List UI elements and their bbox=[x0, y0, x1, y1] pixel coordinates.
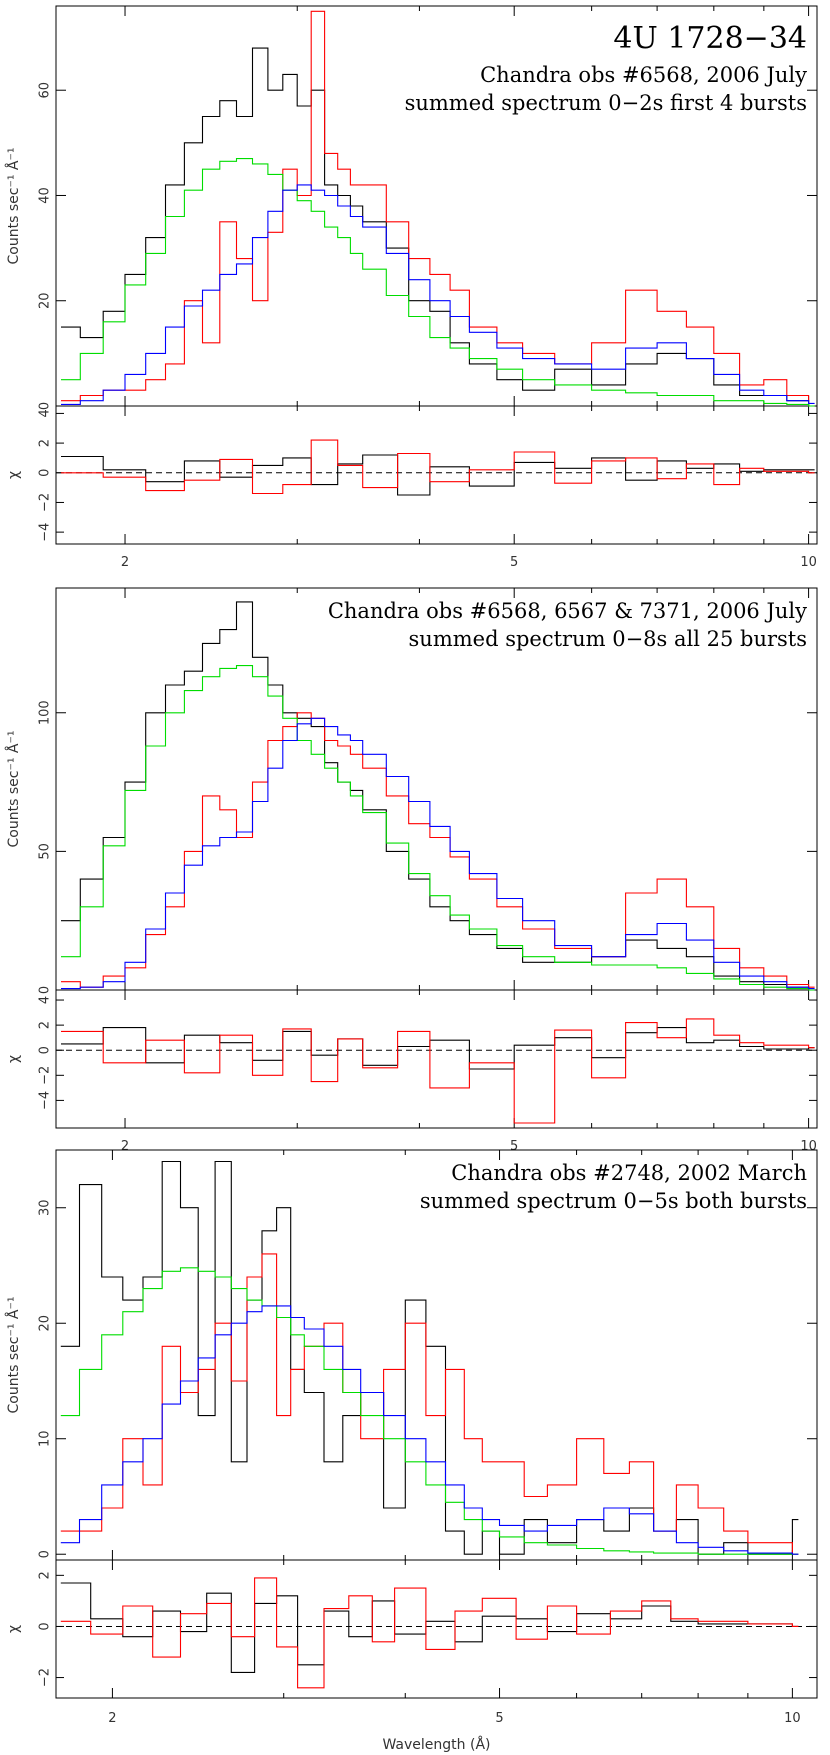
y-tick-label: 0 bbox=[38, 402, 53, 410]
y-tick-label: 0 bbox=[38, 1550, 53, 1558]
residual-plot-frame bbox=[55, 405, 818, 545]
residual-y-axis-label: χ bbox=[6, 1625, 22, 1633]
x-tick-label: 5 bbox=[510, 555, 518, 570]
y-tick-label: 20 bbox=[38, 1315, 53, 1332]
residual-y-tick-label: −4 bbox=[38, 1091, 53, 1110]
chart-subtitle-line: summed spectrum 0−2s first 4 bursts bbox=[405, 91, 807, 115]
series-line-1 bbox=[60, 1160, 799, 1555]
residual-line-2 bbox=[61, 1018, 815, 1124]
x-tick-label: 5 bbox=[495, 1711, 503, 1726]
residual-y-tick-label: 4 bbox=[38, 409, 53, 417]
chart-panel-3: 2 5 10 0 10 20 30 −2 0 2 Counts sec⁻¹ Å⁻¹ χ Chandra … bbox=[5, 1149, 818, 1726]
series-line-3 bbox=[61, 665, 815, 991]
series-line-1 bbox=[61, 47, 815, 407]
chart-subtitle-line: Chandra obs #6568, 2006 July bbox=[480, 63, 807, 87]
residual-line-2 bbox=[61, 439, 815, 495]
x-tick-label: 2 bbox=[121, 555, 129, 570]
y-tick-label: 60 bbox=[38, 82, 53, 99]
y-tick-label: 40 bbox=[38, 187, 53, 204]
residual-y-tick-label: 4 bbox=[38, 996, 53, 1004]
series-line-2 bbox=[61, 712, 815, 988]
series-line-3 bbox=[60, 1267, 799, 1555]
x-tick-label: 10 bbox=[800, 1139, 817, 1154]
residual-y-tick-label: 0 bbox=[38, 1622, 53, 1630]
residual-plot-frame bbox=[55, 1559, 818, 1699]
residual-y-tick-label: 0 bbox=[38, 1046, 53, 1054]
residual-line-2 bbox=[60, 1577, 799, 1689]
residual-y-tick-label: 2 bbox=[38, 1021, 53, 1029]
x-tick-label: 2 bbox=[108, 1711, 116, 1726]
residual-plot-frame bbox=[55, 989, 818, 1129]
y-tick-label: 10 bbox=[38, 1430, 53, 1447]
residual-y-tick-label: 2 bbox=[38, 439, 53, 447]
series-line-3 bbox=[61, 158, 815, 407]
series-line-4 bbox=[61, 184, 815, 405]
residual-line-1 bbox=[60, 1582, 799, 1673]
x-tick-label: 10 bbox=[784, 1711, 801, 1726]
residual-y-tick-label: −2 bbox=[38, 493, 53, 512]
y-tick-label: 30 bbox=[38, 1199, 53, 1216]
series-line-2 bbox=[61, 10, 815, 407]
y-tick-label: 50 bbox=[38, 843, 53, 860]
x-tick-label: 5 bbox=[510, 1139, 518, 1154]
chart-title: 4U 1728−34 bbox=[613, 21, 807, 56]
y-axis-label: Counts sec⁻¹ Å⁻¹ bbox=[5, 731, 22, 848]
y-tick-label: 0 bbox=[38, 986, 53, 994]
y-tick-label: 100 bbox=[38, 700, 53, 725]
residual-y-axis-label: χ bbox=[6, 471, 22, 479]
chart-subtitle-line: summed spectrum 0−8s all 25 bursts bbox=[409, 627, 807, 651]
y-axis-label: Counts sec⁻¹ Å⁻¹ bbox=[5, 1297, 22, 1414]
residual-line-1 bbox=[61, 454, 815, 496]
x-axis-label: Wavelength (Å) bbox=[382, 1736, 490, 1753]
y-tick-label: 20 bbox=[38, 292, 53, 309]
chart-subtitle-line: Chandra obs #2748, 2002 March bbox=[451, 1161, 807, 1185]
x-tick-label: 2 bbox=[121, 1139, 129, 1154]
residual-y-tick-label: −4 bbox=[38, 523, 53, 542]
residual-y-tick-label: −2 bbox=[38, 1066, 53, 1085]
series-line-4 bbox=[60, 1305, 799, 1555]
residual-y-tick-label: 2 bbox=[38, 1571, 53, 1579]
residual-y-tick-label: −2 bbox=[38, 1668, 53, 1687]
series-line-1 bbox=[61, 601, 815, 991]
residual-line-1 bbox=[61, 1027, 815, 1070]
x-tick-label: 10 bbox=[800, 555, 817, 570]
chart-subtitle-line: Chandra obs #6568, 6567 & 7371, 2006 Jul… bbox=[328, 599, 807, 623]
residual-y-axis-label: χ bbox=[6, 1055, 22, 1063]
y-axis-label: Counts sec⁻¹ Å⁻¹ bbox=[5, 148, 22, 265]
residual-y-tick-label: 0 bbox=[38, 469, 53, 477]
series-line-4 bbox=[61, 717, 815, 990]
chart-subtitle-line: summed spectrum 0−5s both bursts bbox=[420, 1189, 807, 1213]
chart-panel-1: 2 5 10 0 20 40 60 −4 −2 0 2 4 Counts sec⁻¹ Å⁻¹ χ 4U 17… bbox=[5, 5, 818, 570]
